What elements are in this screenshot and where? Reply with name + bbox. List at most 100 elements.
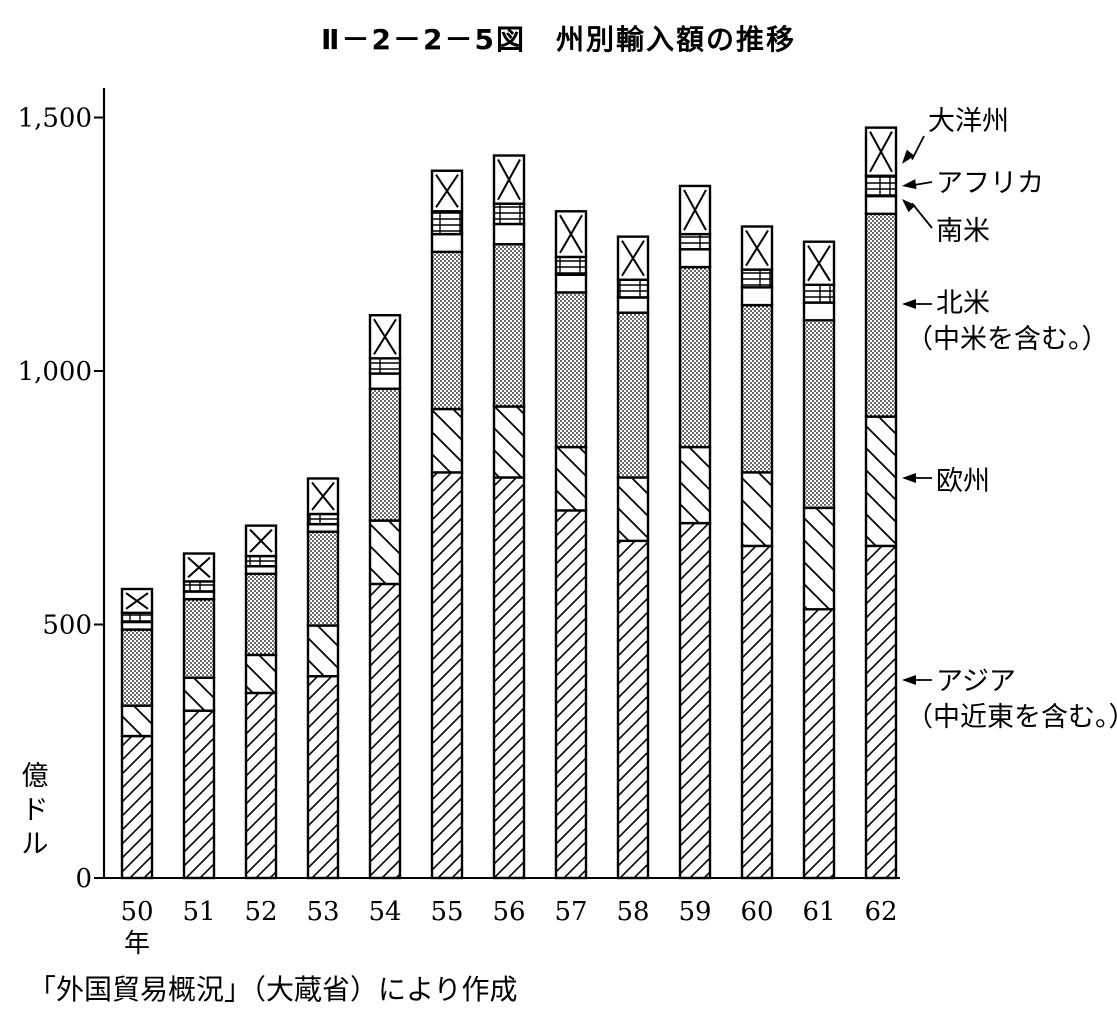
bar-segment (616, 476, 650, 543)
bar-segment (492, 202, 526, 226)
x-tick-label: 52 (244, 897, 277, 927)
bar-segment (740, 471, 774, 548)
bar-segment (120, 611, 154, 624)
x-tick-label: 58 (616, 897, 649, 927)
bar-segment-cross-mark (249, 528, 273, 553)
bar-segment (368, 519, 402, 586)
legend-arrow-head (902, 675, 916, 685)
bar-segment (492, 222, 526, 246)
bar-segment (182, 709, 216, 880)
y-axis-unit-label: 億ドル (21, 761, 49, 860)
bar-segment-cross-mark (621, 240, 645, 277)
bar-segment (368, 357, 402, 375)
bar-segment (430, 210, 464, 236)
bar-segment (864, 544, 898, 880)
bar-segment (492, 405, 526, 479)
x-tick-label: 55 (430, 897, 463, 927)
x-tick-label: 51 (182, 897, 215, 927)
axis-layer: 0 500 1,000 1,500 50年 51 52 53 54 55 56 57 58 59 60 61 6… (18, 88, 900, 959)
bar-layer (120, 126, 898, 880)
legend-label-note: （中米を含む。） (906, 324, 1109, 355)
bar-segment (120, 628, 154, 707)
bar-segment-cross-mark (125, 592, 149, 610)
bar-segment (244, 554, 278, 568)
bar-segment (306, 624, 340, 678)
bar-segment (182, 580, 216, 593)
legend-arrow-head (902, 299, 916, 309)
bar-segment (554, 291, 588, 449)
bar-segment (120, 734, 154, 880)
bar-segment-cross-mark (745, 229, 769, 267)
x-unit-label: 年 (124, 929, 150, 959)
x-tick-label: 57 (554, 897, 587, 927)
bar-segment-cross-mark (869, 131, 893, 173)
bar-segment-cross-mark (807, 245, 831, 282)
bar-segment (306, 512, 340, 526)
bar-segment-cross-mark (311, 481, 335, 511)
bar-segment (554, 273, 588, 294)
bar-segment (554, 255, 588, 276)
bar-segment (430, 250, 464, 411)
bar-segment (864, 126, 898, 178)
bar-segment (864, 212, 898, 418)
x-tick-label: 61 (802, 897, 835, 927)
bar-segment-cross-mark (187, 556, 211, 579)
bar-segment (678, 265, 712, 449)
bar-segment (554, 445, 588, 512)
bar-segment (182, 676, 216, 712)
bar-segment (244, 653, 278, 695)
bar-segment (740, 268, 774, 289)
legend-label: 南米 (936, 216, 990, 247)
bar-segment (740, 286, 774, 307)
chart-title: Ⅱ－2－2－5図 州別輸入額の推移 (321, 23, 796, 56)
bar-segment (120, 704, 154, 738)
x-tick-label: 53 (306, 897, 339, 927)
bar-segment (616, 296, 650, 314)
bar-segment (678, 232, 712, 251)
bar-segment-cross-mark (435, 174, 459, 208)
bar-segment (678, 521, 712, 880)
bar-segment (802, 506, 836, 611)
bar-segment (306, 675, 340, 880)
bar-segment (182, 597, 216, 679)
legend-arrow-line (911, 202, 933, 229)
y-tick-label: 1,500 (18, 104, 92, 134)
legend-arrow-head (902, 149, 915, 164)
legend-arrow-head (902, 198, 916, 213)
y-tick-label: 500 (42, 611, 92, 641)
legend-label: 欧州 (936, 466, 990, 497)
legend-label-note: （中近東を含む。） (906, 702, 1117, 733)
x-tick-label: 59 (678, 897, 711, 927)
bar-segment (678, 248, 712, 269)
legend-label: 大洋州 (928, 106, 1009, 137)
bar-segment (492, 243, 526, 408)
bar-segment-cross-mark (373, 318, 397, 355)
legend-label: 北米 (936, 288, 990, 319)
bar-segment-cross-mark (497, 159, 521, 201)
bar-segment (740, 544, 774, 880)
legend-label: アフリカ (936, 168, 1044, 199)
bar-segment (802, 301, 836, 322)
bar-segment (802, 283, 836, 304)
bar-segment (616, 278, 650, 299)
bar-segment (368, 372, 402, 390)
bar-segment-cross-mark (683, 189, 707, 231)
bar-segment (368, 582, 402, 880)
bar-segment (368, 387, 402, 522)
bar-segment-cross-mark (559, 214, 583, 254)
x-tick-label: 50 (120, 897, 153, 927)
bar-segment (616, 539, 650, 880)
bar-segment (864, 194, 898, 216)
x-tick-label: 56 (492, 897, 525, 927)
bar-segment (802, 608, 836, 880)
x-tick-label: 60 (740, 897, 773, 927)
bar-segment (492, 476, 526, 880)
source-note: 「外国貿易概況」（大蔵省）により作成 (28, 973, 518, 1006)
bar-segment (554, 509, 588, 880)
y-tick-label: 0 (75, 864, 92, 894)
bar-segment (430, 407, 464, 474)
bar-segment (244, 691, 278, 880)
bar-segment (306, 530, 340, 627)
bar-segment (864, 174, 898, 198)
